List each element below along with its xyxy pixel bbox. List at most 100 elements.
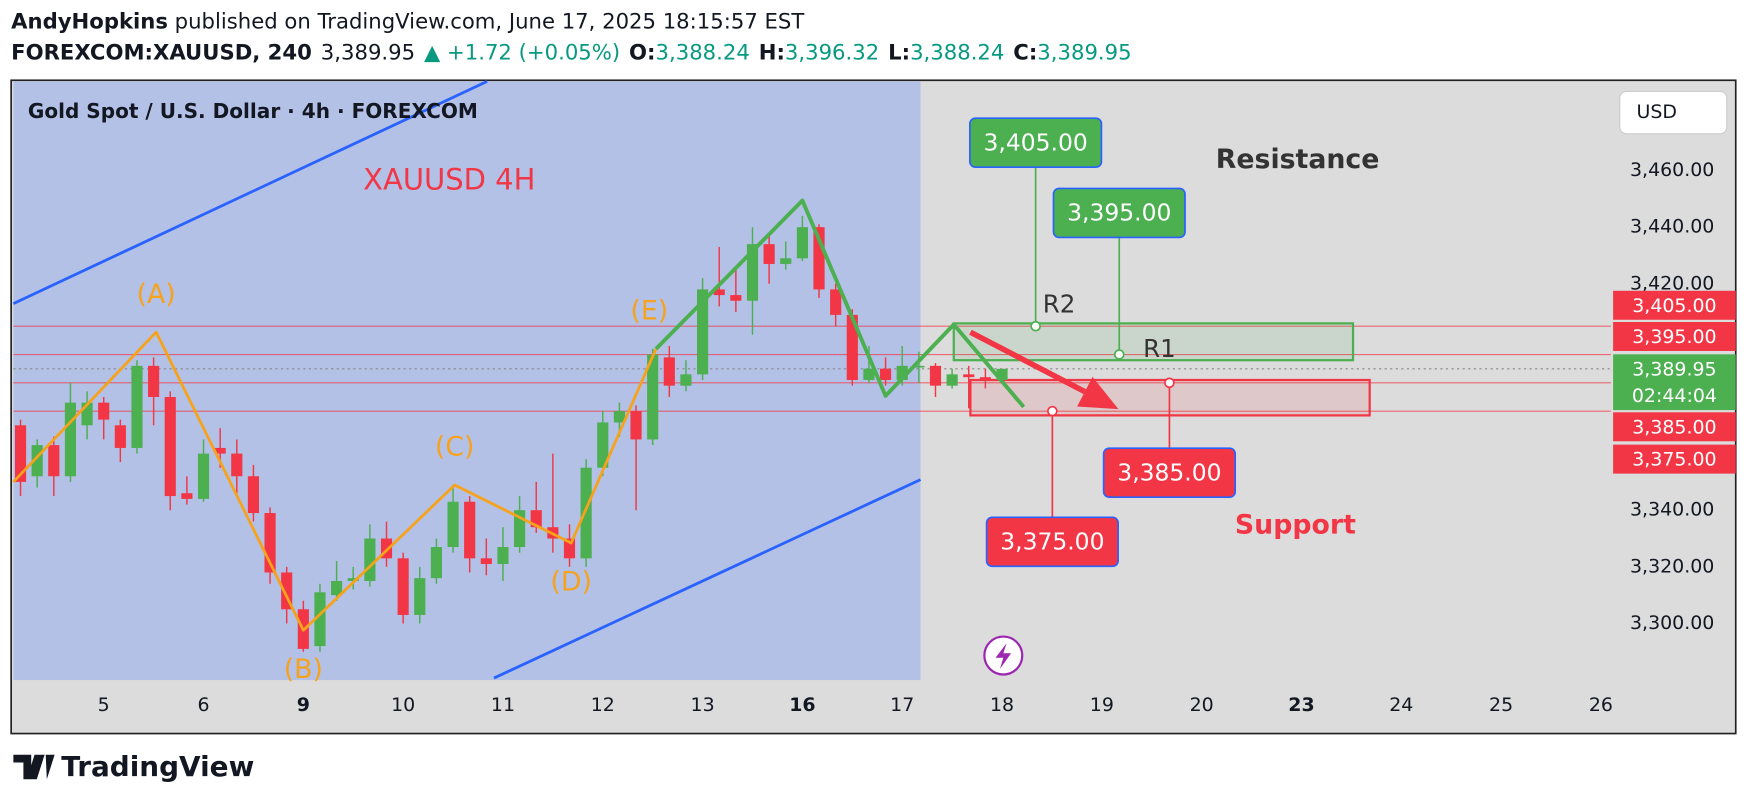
candle-body bbox=[863, 368, 875, 381]
ohlc-value: 3,389.95 bbox=[1037, 40, 1131, 65]
candle-body bbox=[680, 374, 692, 386]
level-tag: R1 bbox=[1143, 334, 1176, 363]
x-tick-label: 6 bbox=[197, 694, 209, 716]
candle-body bbox=[214, 447, 226, 454]
callout-label: 3,405.00 bbox=[984, 128, 1088, 156]
candle-body bbox=[430, 547, 442, 579]
published: published on TradingView.com, June 17, 2… bbox=[175, 8, 805, 33]
candle-body bbox=[697, 289, 709, 375]
wave-label: (C) bbox=[435, 432, 475, 463]
y-tick-label: 3,420.00 bbox=[1630, 272, 1714, 294]
candle-body bbox=[613, 411, 625, 423]
ohlc-label: H: bbox=[759, 40, 785, 65]
wave-label: (E) bbox=[630, 296, 668, 327]
ohlc-label: O: bbox=[629, 40, 655, 65]
candle-body bbox=[713, 289, 725, 296]
x-tick-label: 11 bbox=[491, 694, 515, 716]
candle-body bbox=[530, 510, 542, 528]
currency-button[interactable] bbox=[1619, 90, 1728, 135]
candle-body bbox=[563, 538, 576, 559]
candle-body bbox=[231, 453, 243, 477]
candle-body bbox=[730, 295, 742, 301]
candle-body bbox=[31, 445, 43, 477]
wave-label: (D) bbox=[550, 567, 591, 598]
chart-title: Gold Spot / U.S. Dollar · 4h · FOREXCOM bbox=[28, 99, 478, 123]
candle-body bbox=[796, 227, 808, 259]
candle-body bbox=[913, 365, 925, 368]
y-tick-label: 3,460.00 bbox=[1630, 159, 1714, 181]
candle-body bbox=[880, 368, 892, 381]
candle-body bbox=[114, 425, 126, 448]
x-tick-label: 13 bbox=[691, 694, 715, 716]
candle-body bbox=[264, 513, 276, 573]
candle-body bbox=[464, 501, 476, 559]
callout-dot bbox=[1113, 349, 1125, 360]
x-tick-label: 5 bbox=[98, 694, 110, 716]
ohlc-value: 3,396.32 bbox=[785, 40, 879, 65]
brand: TradingView bbox=[61, 750, 254, 783]
callout-label: 3,395.00 bbox=[1067, 199, 1171, 227]
wave-label: (A) bbox=[137, 279, 176, 310]
projection-line bbox=[654, 198, 1026, 409]
callout-box bbox=[1102, 447, 1237, 499]
axis-level-label: 3,375.00 bbox=[1632, 449, 1716, 471]
x-tick-label: 23 bbox=[1288, 694, 1314, 716]
axis-level-box bbox=[1613, 412, 1736, 442]
symbol-line: FOREXCOM:XAUUSD, 240 3,389.95 ▲ +1.72 (+0.… bbox=[11, 40, 1131, 65]
author: AndyHopkins bbox=[11, 8, 168, 33]
axis-level-box bbox=[1613, 322, 1736, 351]
last: 3,389.95 bbox=[321, 40, 415, 65]
logo bbox=[13, 754, 55, 780]
candle-body bbox=[247, 476, 260, 514]
axis-level-box bbox=[1613, 290, 1736, 320]
candle-body bbox=[497, 547, 509, 564]
header-line: AndyHopkins published on TradingView.com,… bbox=[11, 8, 804, 33]
candle-body bbox=[164, 396, 176, 497]
arrow-shaft bbox=[969, 329, 1087, 395]
y-tick-label: 3,440.00 bbox=[1630, 216, 1714, 238]
candle-body bbox=[580, 467, 592, 559]
change: ▲ +1.72 (+0.05%) bbox=[424, 40, 620, 65]
x-tick-label: 16 bbox=[789, 694, 815, 716]
candle-body bbox=[480, 558, 492, 564]
bolt bbox=[995, 643, 1012, 669]
candle-body bbox=[48, 445, 60, 477]
ohlc-label: C: bbox=[1013, 40, 1037, 65]
zone bbox=[952, 322, 1355, 362]
candle-body bbox=[181, 493, 193, 499]
x-tick-label: 10 bbox=[391, 694, 415, 716]
candle-body bbox=[197, 453, 210, 499]
candle-body bbox=[347, 578, 359, 581]
candle-body bbox=[663, 357, 675, 386]
x-tick-label: 18 bbox=[990, 694, 1014, 716]
candle-body bbox=[397, 558, 409, 615]
callout-label: 3,385.00 bbox=[1117, 458, 1221, 486]
countdown: 02:44:04 bbox=[1632, 385, 1717, 407]
candle-body bbox=[963, 374, 975, 378]
candle-body bbox=[281, 572, 293, 610]
candle-body bbox=[929, 365, 942, 386]
candle-body bbox=[331, 580, 343, 596]
x-tick-label: 20 bbox=[1190, 694, 1214, 716]
currency[interactable]: USD bbox=[1637, 101, 1677, 123]
candle-body bbox=[746, 244, 759, 301]
callout-box bbox=[969, 117, 1103, 169]
candle-body bbox=[81, 402, 93, 426]
candle-body bbox=[780, 258, 792, 264]
candle-body bbox=[763, 244, 775, 264]
y-tick-label: 3,320.00 bbox=[1630, 555, 1714, 577]
callout-label: 3,375.00 bbox=[1000, 527, 1104, 555]
candle-body bbox=[813, 227, 825, 290]
wave-line bbox=[12, 330, 658, 632]
x-tick-label: 26 bbox=[1589, 694, 1613, 716]
callout-box bbox=[1052, 187, 1186, 239]
y-tick-label: 3,300.00 bbox=[1630, 612, 1714, 634]
x-tick-label: 25 bbox=[1489, 694, 1513, 716]
ohlc-value: 3,388.24 bbox=[656, 40, 750, 65]
candle-body bbox=[64, 402, 77, 477]
candle-body bbox=[414, 578, 426, 615]
candle-body bbox=[647, 354, 659, 440]
candle-body bbox=[846, 314, 858, 381]
